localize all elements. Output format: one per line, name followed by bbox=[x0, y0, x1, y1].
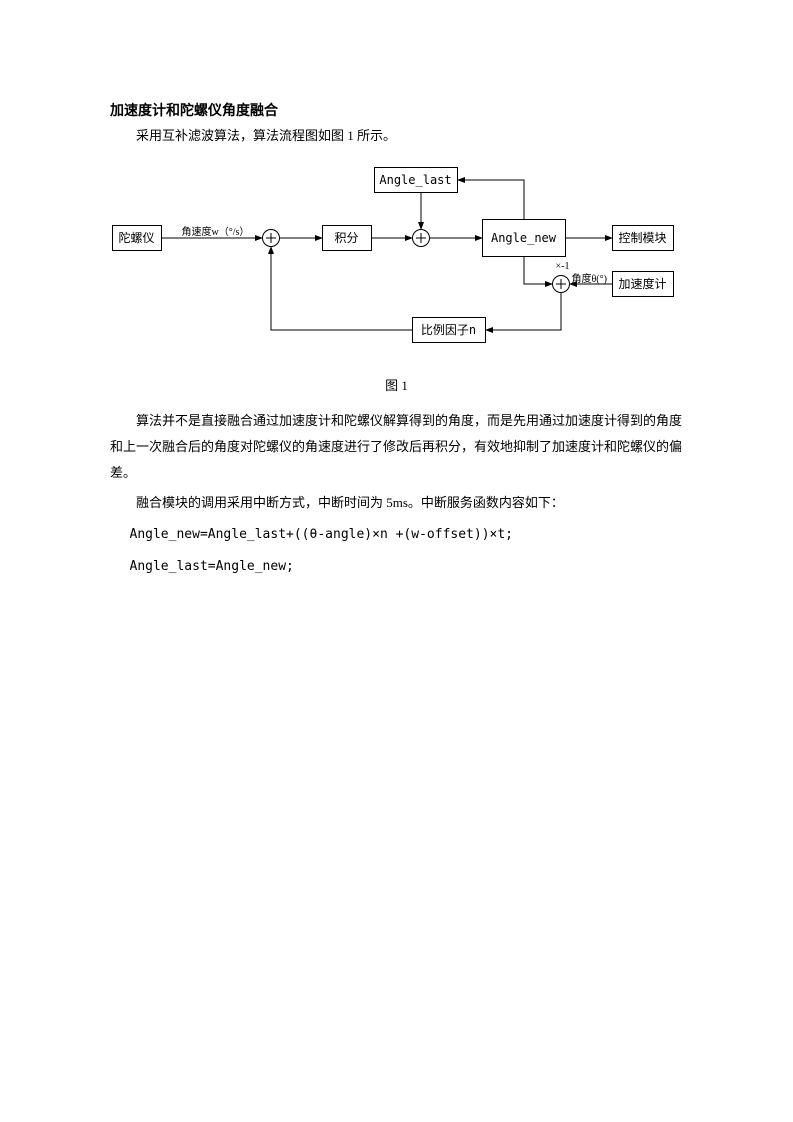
flowchart-diagram: 陀螺仪 积分 Angle_last Angle_new 控制模块 加速度计 比例… bbox=[112, 157, 682, 367]
node-gyroscope: 陀螺仪 bbox=[112, 225, 162, 251]
edge-label: 角速度w（°/s） bbox=[182, 223, 250, 238]
edge-label: ×-1 bbox=[556, 261, 570, 272]
node-integration: 积分 bbox=[322, 225, 372, 251]
node-control: 控制模块 bbox=[612, 225, 674, 251]
code-line-1: Angle_new=Angle_last+((θ-angle)×n +(w-of… bbox=[130, 522, 684, 548]
node-sum-3 bbox=[552, 275, 570, 293]
paragraph-1: 算法并不是直接融合通过加速度计和陀螺仪解算得到的角度，而是先用通过加速度计得到的… bbox=[110, 408, 683, 486]
figure-caption: 图 1 bbox=[110, 375, 683, 394]
paragraph-2: 融合模块的调用采用中断方式，中断时间为 5ms。中断服务函数内容如下： bbox=[110, 490, 683, 516]
document-page: 加速度计和陀螺仪角度融合 采用互补滤波算法，算法流程图如图 1 所示。 陀螺仪 … bbox=[0, 0, 793, 580]
code-line-2: Angle_last=Angle_new; bbox=[130, 554, 684, 580]
edge-label: 角度θ(°) bbox=[572, 270, 607, 285]
node-scale-factor: 比例因子n bbox=[412, 317, 486, 343]
node-sum-1 bbox=[262, 229, 280, 247]
node-accelerometer: 加速度计 bbox=[612, 271, 674, 297]
node-angle-new: Angle_new bbox=[482, 219, 566, 257]
intro-text: 采用互补滤波算法，算法流程图如图 1 所示。 bbox=[110, 126, 683, 147]
node-sum-2 bbox=[412, 229, 430, 247]
node-angle-last: Angle_last bbox=[374, 167, 458, 193]
doc-title: 加速度计和陀螺仪角度融合 bbox=[110, 100, 683, 120]
